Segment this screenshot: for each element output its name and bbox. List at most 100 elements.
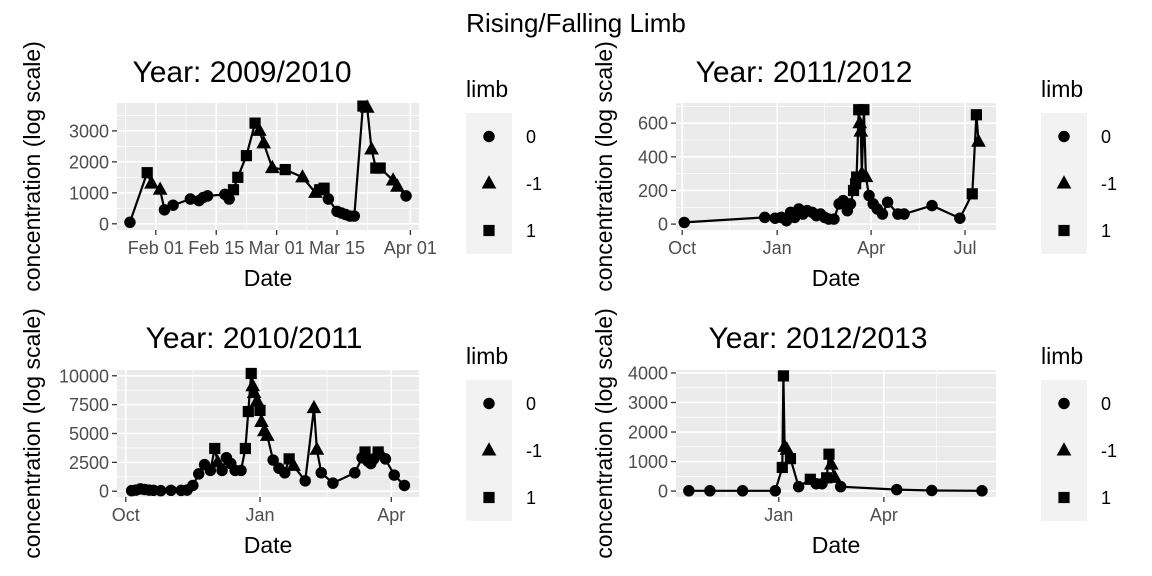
y-tick-label: 2000 bbox=[628, 423, 668, 443]
data-point-limb-1 bbox=[966, 188, 978, 200]
y-tick-label: 2000 bbox=[69, 152, 109, 172]
data-point-limb--1 bbox=[309, 441, 325, 455]
data-point-limb-0 bbox=[124, 216, 136, 228]
data-point-limb-1 bbox=[784, 453, 797, 465]
data-point-limb-0 bbox=[349, 467, 361, 479]
data-point-limb-0 bbox=[792, 480, 805, 493]
y-axis-title: concentration (log scale) bbox=[19, 308, 45, 559]
y-tick-label: 0 bbox=[99, 214, 109, 234]
legend-title: limb bbox=[466, 343, 508, 369]
x-axis-title: Date bbox=[812, 265, 861, 291]
data-point-limb-0 bbox=[235, 464, 247, 477]
data-point-limb--1 bbox=[359, 99, 375, 113]
data-point-limb--1 bbox=[152, 181, 168, 195]
panel-title: Year: 2009/2010 bbox=[132, 56, 351, 89]
data-point-limb-0 bbox=[398, 479, 411, 492]
y-tick-label: 3000 bbox=[628, 393, 668, 413]
legend: limb 0 -1 1 bbox=[466, 343, 542, 521]
data-point-limb--1 bbox=[853, 123, 869, 137]
y-tick-label: 0 bbox=[658, 482, 668, 502]
data-point-limb-0 bbox=[223, 193, 235, 205]
panel-title: Year: 2010/2011 bbox=[146, 322, 363, 355]
legend-key-triangle-icon bbox=[481, 175, 497, 189]
legend-title: limb bbox=[1041, 343, 1083, 369]
legend: limb 0 -1 1 bbox=[1041, 76, 1117, 254]
data-point-limb-1 bbox=[777, 370, 790, 382]
data-point-limb-0 bbox=[926, 484, 938, 497]
data-point-limb-1 bbox=[242, 405, 254, 418]
data-point-limb-0 bbox=[736, 485, 749, 497]
legend-label: 0 bbox=[526, 394, 536, 414]
data-point-limb--1 bbox=[823, 456, 839, 470]
data-point-limb--1 bbox=[306, 399, 322, 414]
data-point-limb-1 bbox=[249, 117, 261, 129]
data-point-limb-0 bbox=[976, 485, 988, 497]
x-tick-label: Mar 01 bbox=[249, 238, 305, 258]
data-point-limb-1 bbox=[227, 184, 240, 196]
x-axis-title: Date bbox=[244, 532, 293, 558]
data-point-limb--1 bbox=[364, 141, 379, 155]
data-point-limb-0 bbox=[315, 467, 327, 479]
legend-key-circle-icon bbox=[483, 397, 495, 410]
data-point-limb-0 bbox=[327, 477, 339, 489]
data-point-limb-1 bbox=[847, 184, 860, 197]
data-point-limb-1 bbox=[240, 150, 253, 162]
chart-panel-1: 0 1000 2000 3000 Feb 01 Feb 15 Mar 01 Mar 15 Apr… bbox=[19, 41, 542, 292]
data-point-limb--1 bbox=[779, 441, 795, 455]
x-tick-label: Jan bbox=[245, 505, 274, 525]
data-point-limb-1 bbox=[776, 461, 788, 474]
data-point-limb-0 bbox=[201, 190, 214, 202]
data-point-limb-0 bbox=[683, 485, 695, 497]
legend-label: -1 bbox=[1101, 441, 1117, 461]
x-tick-label: Mar 15 bbox=[309, 238, 365, 258]
data-point-limb--1 bbox=[144, 175, 159, 189]
x-tick-label: Apr 01 bbox=[384, 238, 437, 258]
legend-key-square-icon bbox=[483, 491, 495, 504]
x-tick-label: Oct bbox=[112, 505, 140, 525]
data-point-limb-1 bbox=[254, 404, 266, 417]
data-point-limb-0 bbox=[954, 212, 966, 224]
legend-label: 0 bbox=[1101, 394, 1111, 414]
data-point-limb-1 bbox=[970, 109, 982, 121]
chart-panel-3: 0 2500 5000 7500 10000 Oct Jan Apr Year: 2010/20… bbox=[19, 308, 542, 559]
data-point-limb--1 bbox=[295, 169, 310, 183]
chart-panel-4: 0 1000 2000 3000 4000 Jan Apr Year: 2012/2013 Da… bbox=[591, 308, 1117, 559]
x-axis-title: Date bbox=[244, 265, 293, 291]
data-point-limb-1 bbox=[245, 367, 257, 380]
data-point-limb--1 bbox=[971, 133, 986, 147]
data-point-limb-0 bbox=[158, 204, 171, 216]
legend-label: -1 bbox=[1101, 174, 1117, 194]
data-point-limb-1 bbox=[279, 163, 291, 176]
y-axis-title: concentration (log scale) bbox=[591, 41, 617, 292]
y-tick-label: 5000 bbox=[69, 424, 109, 444]
y-tick-label: 400 bbox=[638, 147, 668, 167]
y-tick-label: 2500 bbox=[69, 453, 109, 473]
legend-key-triangle-icon bbox=[1056, 442, 1072, 456]
data-point-limb-0 bbox=[834, 480, 847, 493]
data-point-limb-0 bbox=[828, 213, 840, 225]
data-point-limb-0 bbox=[216, 464, 228, 477]
x-tick-label: Jan bbox=[763, 238, 792, 258]
legend-label: 1 bbox=[1101, 221, 1111, 241]
legend-key-circle-icon bbox=[1058, 397, 1070, 410]
data-point-limb-1 bbox=[209, 442, 221, 455]
data-point-limb--1 bbox=[858, 168, 874, 183]
data-point-limb-1 bbox=[374, 162, 386, 174]
legend-label: -1 bbox=[526, 441, 542, 461]
data-point-limb-0 bbox=[898, 208, 910, 220]
data-point-limb-1 bbox=[850, 178, 862, 190]
y-tick-label: 600 bbox=[638, 114, 668, 134]
data-point-limb-0 bbox=[167, 199, 179, 211]
legend-label: 1 bbox=[1101, 488, 1111, 508]
data-point-limb-1 bbox=[239, 442, 251, 455]
data-point-limb-0 bbox=[400, 190, 412, 202]
data-point-limb-0 bbox=[267, 454, 279, 466]
x-tick-label: Jan bbox=[764, 505, 793, 525]
y-tick-label: 1000 bbox=[628, 452, 668, 472]
legend-label: 0 bbox=[526, 127, 536, 147]
data-point-limb-0 bbox=[890, 483, 903, 496]
legend-label: 0 bbox=[1101, 127, 1111, 147]
panel-title: Year: 2012/2013 bbox=[708, 322, 927, 355]
y-axis-title: concentration (log scale) bbox=[19, 41, 45, 292]
